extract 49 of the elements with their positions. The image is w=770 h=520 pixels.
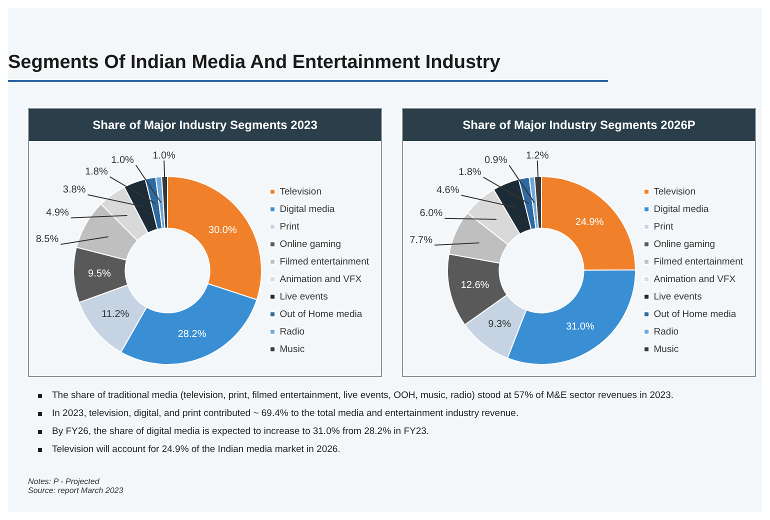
text: Notes: P - Projected	[28, 477, 100, 486]
legend-label: Filmed entertainment	[280, 256, 370, 268]
data-label: 7.7%	[410, 234, 433, 246]
data-label: 28.2%	[178, 328, 206, 340]
legend-label: Live events	[654, 291, 702, 302]
text: The share of traditional media (television, print, filmed entertainment, live events, OOH, music, radio) stood at 57% of M&E sector revenues in 2023.	[52, 390, 674, 401]
data-label: 24.9%	[575, 216, 604, 228]
chart-title: Share of Major Industry Segments 2023	[29, 109, 381, 141]
legend-label: Television	[654, 186, 696, 198]
data-label: 31.0%	[566, 321, 594, 332]
text: In 2023, television, digital, and print contributed ~ 69.4% to the total media and entertainment industry revenue.	[52, 408, 519, 419]
legend-label: Digital media	[654, 204, 710, 215]
data-label: 1.8%	[85, 166, 108, 178]
data-label: 11.2%	[102, 309, 130, 320]
legend-label: Animation and VFX	[654, 274, 736, 285]
legend-label: Music	[654, 344, 679, 355]
data-label: 1.2%	[526, 150, 549, 162]
text: Television will account for 24.9% of the Indian media market in 2026.	[52, 444, 340, 455]
data-label: 3.8%	[62, 184, 86, 196]
legend-label: Television	[280, 186, 322, 198]
legend-label: Out of Home media	[654, 308, 737, 320]
legend-label: Live events	[280, 291, 328, 302]
legend-label: Digital media	[280, 204, 336, 215]
data-label: 12.6%	[460, 280, 490, 292]
data-label: 9.5%	[88, 268, 111, 280]
data-label: 8.5%	[36, 234, 59, 246]
source-note: Source: report March 2023	[28, 486, 124, 495]
data-label: 4.9%	[46, 208, 70, 219]
data-label: 1.0%	[111, 154, 134, 166]
data-label: 1.0%	[152, 150, 176, 162]
chart-title: Share of Major Industry Segments 2026P	[403, 109, 755, 141]
legend-label: Out of Home media	[280, 308, 363, 320]
legend-label: Online gaming	[654, 238, 716, 250]
legend-label: Online gaming	[280, 238, 342, 250]
data-label: 4.6%	[436, 185, 460, 196]
legend-label: Radio	[654, 326, 679, 338]
legend-label: Animation and VFX	[280, 274, 362, 285]
data-label: 1.8%	[458, 166, 482, 178]
legend-label: Music	[280, 344, 305, 355]
legend-label: Print	[280, 221, 300, 232]
legend-label: Print	[654, 221, 674, 232]
data-label: 0.9%	[484, 155, 508, 166]
data-label: 30.0%	[208, 225, 237, 236]
legend-label: Filmed entertainment	[654, 256, 744, 268]
legend-label: Radio	[280, 326, 305, 338]
text: By FY26, the share of digital media is expected to increase to 31.0% from 28.2% in FY23.	[52, 426, 430, 437]
data-label: 6.0%	[420, 208, 443, 220]
text: Segments Of Indian Media And Entertainment Industry	[8, 52, 608, 82]
data-label: 9.3%	[488, 318, 512, 330]
